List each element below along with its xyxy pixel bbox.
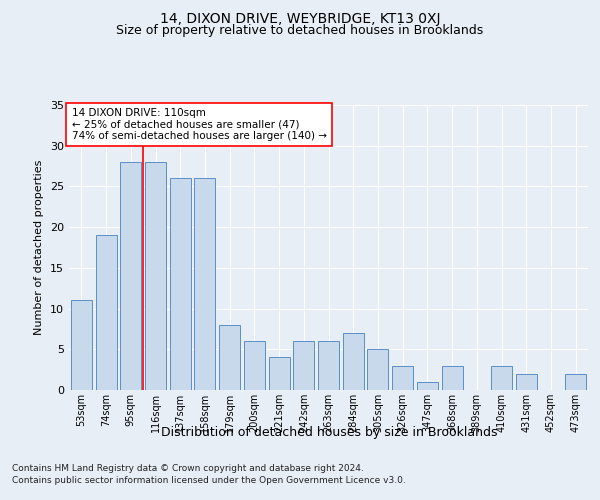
- Bar: [170, 178, 191, 390]
- Bar: [244, 341, 265, 390]
- Bar: [442, 366, 463, 390]
- Bar: [318, 341, 339, 390]
- Text: Contains HM Land Registry data © Crown copyright and database right 2024.: Contains HM Land Registry data © Crown c…: [12, 464, 364, 473]
- Bar: [565, 374, 586, 390]
- Bar: [71, 300, 92, 390]
- Bar: [343, 333, 364, 390]
- Text: Distribution of detached houses by size in Brooklands: Distribution of detached houses by size …: [161, 426, 497, 439]
- Bar: [194, 178, 215, 390]
- Bar: [145, 162, 166, 390]
- Bar: [269, 358, 290, 390]
- Bar: [491, 366, 512, 390]
- Bar: [392, 366, 413, 390]
- Bar: [120, 162, 141, 390]
- Bar: [417, 382, 438, 390]
- Bar: [367, 350, 388, 390]
- Bar: [219, 325, 240, 390]
- Y-axis label: Number of detached properties: Number of detached properties: [34, 160, 44, 335]
- Text: 14 DIXON DRIVE: 110sqm
← 25% of detached houses are smaller (47)
74% of semi-det: 14 DIXON DRIVE: 110sqm ← 25% of detached…: [71, 108, 326, 141]
- Bar: [516, 374, 537, 390]
- Bar: [293, 341, 314, 390]
- Text: 14, DIXON DRIVE, WEYBRIDGE, KT13 0XJ: 14, DIXON DRIVE, WEYBRIDGE, KT13 0XJ: [160, 12, 440, 26]
- Text: Contains public sector information licensed under the Open Government Licence v3: Contains public sector information licen…: [12, 476, 406, 485]
- Bar: [95, 236, 116, 390]
- Text: Size of property relative to detached houses in Brooklands: Size of property relative to detached ho…: [116, 24, 484, 37]
